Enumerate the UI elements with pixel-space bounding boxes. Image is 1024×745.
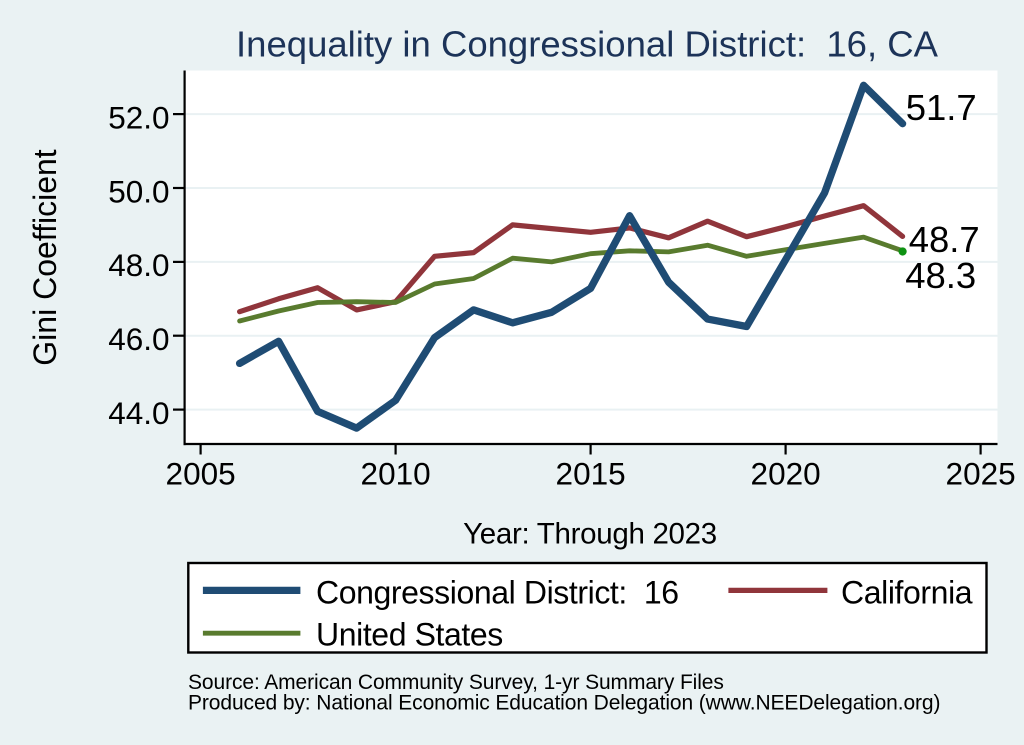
svg-text:Year: Through 2023: Year: Through 2023: [463, 518, 717, 551]
svg-text:Produced by: National Economic: Produced by: National Economic Education…: [188, 692, 940, 715]
svg-text:50.0: 50.0: [108, 173, 169, 209]
svg-text:2015: 2015: [556, 455, 626, 491]
svg-text:2025: 2025: [946, 455, 1016, 491]
svg-text:Source: American Community Sur: Source: American Community Survey, 1-yr …: [188, 671, 724, 694]
svg-text:Gini Coefficient: Gini Coefficient: [27, 149, 63, 366]
svg-text:48.0: 48.0: [108, 247, 169, 283]
svg-text:48.3: 48.3: [905, 255, 976, 296]
svg-text:California: California: [841, 574, 973, 610]
svg-text:Inequality in Congressional Di: Inequality in Congressional District: 16…: [236, 24, 939, 65]
svg-text:2005: 2005: [166, 455, 236, 491]
svg-text:46.0: 46.0: [108, 321, 169, 357]
svg-text:2020: 2020: [751, 455, 821, 491]
svg-text:44.0: 44.0: [108, 395, 169, 431]
svg-text:Congressional District: 16: Congressional District: 16: [316, 574, 679, 610]
svg-text:United States: United States: [316, 617, 503, 653]
svg-text:51.7: 51.7: [906, 87, 977, 128]
svg-text:52.0: 52.0: [108, 99, 169, 135]
svg-text:48.7: 48.7: [909, 219, 980, 260]
svg-text:2010: 2010: [361, 455, 431, 491]
